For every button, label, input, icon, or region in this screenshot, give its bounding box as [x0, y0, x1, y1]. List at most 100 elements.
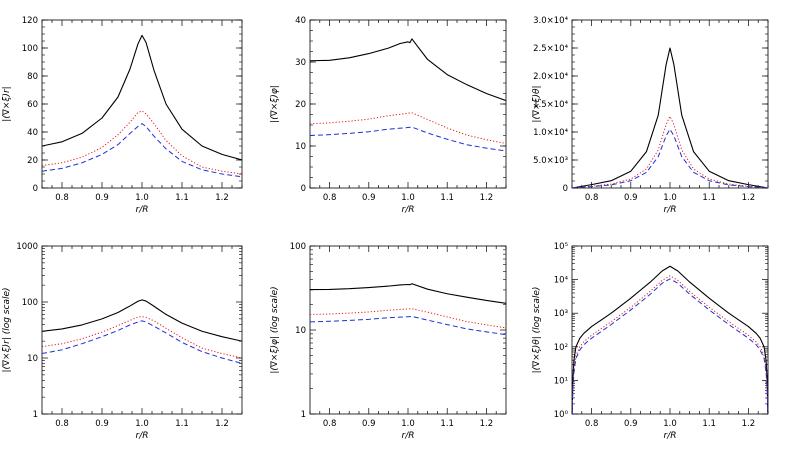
- x-tick-label: 0.8: [55, 193, 69, 203]
- series-line-dotted: [310, 308, 506, 329]
- panel-bottom-left: 0.8 0.9 1.0 1.1 1.2 1 10 100 1000 r/R |(∇×ξ)r| (lo…: [2, 242, 243, 441]
- y-tick-label: 40: [27, 128, 38, 138]
- x-tick-label: 0.9: [362, 193, 376, 203]
- y-tick-label: 20: [295, 100, 306, 110]
- series-line-dashed: [42, 320, 242, 364]
- series-line-dotted: [42, 316, 242, 359]
- x-tick-label: 1.2: [480, 193, 494, 203]
- x-tick-label: 1.0: [135, 193, 149, 203]
- series-line-solid: [42, 34, 242, 161]
- y-tick-label: 0: [563, 184, 568, 194]
- series-line-solid: [572, 265, 768, 414]
- x-tick-label: 1.2: [742, 193, 756, 203]
- series-line-solid: [310, 38, 506, 102]
- y-axis-label: |(∇×ξ)φ|: [270, 85, 280, 123]
- series-line-dashed: [572, 278, 768, 414]
- y-tick-label: 5.0×10³: [533, 156, 568, 166]
- x-tick-label: 0.9: [95, 193, 109, 203]
- x-tick-label: 1.0: [401, 419, 415, 429]
- x-axis-label: r/R: [136, 431, 149, 441]
- x-tick-label: 1.1: [440, 193, 454, 203]
- y-tick-label: 10⁵: [554, 242, 568, 252]
- panel-bottom-right: 0.8 0.9 1.0 1.1 1.2 10⁰ 10¹ 10² 10³ 10⁴ 10⁵ r/R |(∇×…: [532, 242, 769, 441]
- plot-frame: [41, 19, 243, 189]
- x-tick-label: 0.8: [323, 193, 337, 203]
- x-tick-label: 0.8: [55, 419, 69, 429]
- x-tick-label: 0.9: [624, 419, 638, 429]
- y-tick-label: 10²: [554, 343, 568, 353]
- series-line-dashed: [310, 126, 506, 152]
- plot-frame: [571, 245, 769, 415]
- plot-frame: [41, 245, 243, 415]
- panel-top-middle: 0.8 0.9 1.0 1.1 1.2 0 10 20 30 40 r/R |(∇×ξ)φ|: [270, 16, 507, 215]
- series-line-solid: [42, 299, 242, 342]
- series-line-dashed: [572, 128, 768, 188]
- series-line-dashed: [42, 123, 242, 178]
- y-tick-label: 100: [290, 242, 306, 252]
- y-tick-label: 0: [33, 184, 38, 194]
- y-tick-label: 1.5×10⁴: [533, 100, 568, 110]
- y-tick-label: 20: [27, 156, 38, 166]
- series-line-solid: [310, 283, 506, 304]
- y-axis-label: |(∇×ξ)θ|: [532, 85, 542, 122]
- series-line-dotted: [42, 110, 242, 175]
- plot-frame: [571, 19, 769, 189]
- y-tick-label: 10: [27, 354, 38, 364]
- y-axis-label: |(∇×ξ)θ| (log scale): [532, 287, 542, 374]
- x-axis-label: r/R: [402, 431, 415, 441]
- x-axis-label: r/R: [664, 205, 677, 215]
- x-tick-label: 1.0: [401, 193, 415, 203]
- x-tick-label: 0.8: [585, 193, 599, 203]
- y-axis-label: |(∇×ξ)φ| (log scale): [270, 286, 280, 373]
- series-line-dotted: [572, 115, 768, 188]
- y-tick-label: 30: [295, 58, 306, 68]
- y-tick-label: 10⁰: [554, 410, 569, 420]
- y-tick-label: 10: [295, 142, 306, 152]
- x-axis-label: r/R: [136, 205, 149, 215]
- x-tick-label: 1.1: [702, 419, 716, 429]
- x-axis-label: r/R: [402, 205, 415, 215]
- y-tick-label: 100: [22, 298, 38, 308]
- x-tick-label: 1.1: [702, 193, 716, 203]
- x-axis-label: r/R: [664, 431, 677, 441]
- y-tick-label: 2.0×10⁴: [533, 72, 568, 82]
- y-tick-label: 10³: [554, 309, 568, 319]
- plot-frame: [309, 19, 507, 189]
- y-tick-label: 10⁴: [554, 276, 569, 286]
- x-tick-label: 1.1: [175, 419, 189, 429]
- x-tick-label: 1.2: [215, 193, 229, 203]
- x-tick-label: 1.1: [175, 193, 189, 203]
- x-tick-label: 1.1: [440, 419, 454, 429]
- y-tick-label: 120: [22, 16, 38, 26]
- x-tick-label: 1.0: [663, 419, 677, 429]
- y-tick-label: 100: [22, 44, 38, 54]
- y-tick-label: 1: [301, 410, 306, 420]
- panel-bottom-middle: 0.8 0.9 1.0 1.1 1.2 1 10 100 r/R |(∇×ξ)φ| (log sc…: [270, 242, 507, 441]
- x-tick-label: 0.9: [624, 193, 638, 203]
- x-tick-label: 1.0: [663, 193, 677, 203]
- x-tick-label: 0.9: [95, 419, 109, 429]
- y-axis-label: |(∇×ξ)r| (log scale): [2, 287, 12, 372]
- y-tick-label: 1000: [16, 242, 38, 252]
- y-tick-label: 40: [295, 16, 306, 26]
- panel-top-right: 0.8 0.9 1.0 1.1 1.2 0 5.0×10³ 1.0×10⁴ 1.5×10⁴ 2.0…: [532, 16, 769, 215]
- y-tick-label: 1: [33, 410, 38, 420]
- x-tick-label: 1.2: [215, 419, 229, 429]
- x-tick-label: 0.9: [362, 419, 376, 429]
- panel-top-left: 0.8 0.9 1.0 1.1 1.2 0 20 40 60 80 100 120 r/R |(∇×ξ)r…: [2, 16, 243, 215]
- series-line-dotted: [572, 275, 768, 414]
- x-tick-label: 0.8: [323, 419, 337, 429]
- x-tick-label: 1.0: [135, 419, 149, 429]
- series-line-dashed: [310, 315, 506, 336]
- y-tick-label: 10¹: [554, 376, 568, 386]
- y-tick-label: 1.0×10⁴: [533, 128, 568, 138]
- y-tick-label: 80: [27, 72, 38, 82]
- y-tick-label: 60: [27, 100, 38, 110]
- y-axis-label: |(∇×ξ)r|: [2, 86, 12, 121]
- series-line-dotted: [310, 112, 506, 144]
- x-tick-label: 0.8: [585, 419, 599, 429]
- y-tick-label: 2.5×10⁴: [533, 44, 568, 54]
- y-tick-label: 0: [301, 184, 306, 194]
